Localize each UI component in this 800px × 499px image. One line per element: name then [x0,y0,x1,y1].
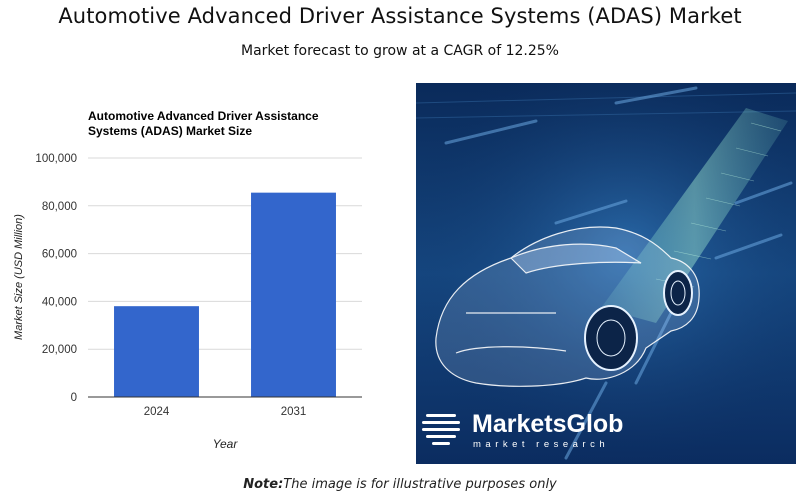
footer-note: Note:The image is for illustrative purpo… [0,477,800,492]
chart-title-line-1: Automotive Advanced Driver Assistance [88,109,319,123]
note-label: Note: [243,477,284,492]
logo-tagline: market research [473,439,609,450]
note-text: The image is for illustrative purposes o… [283,477,557,492]
page-subtitle: Market forecast to grow at a CAGR of 12.… [241,43,559,59]
x-tick-label: 2024 [144,406,170,418]
y-tick-label: 20,000 [42,344,77,356]
chart-title-line-2: Systems (ADAS) Market Size [88,124,252,138]
y-tick-label: 0 [71,392,77,404]
bar-2031 [251,192,336,397]
bar-2024 [114,306,199,397]
y-tick-label: 60,000 [42,249,77,261]
car-hero-image: MarketsGlob market research [416,83,796,464]
y-axis-label: Market Size (USD Million) [13,214,25,340]
marketsglob-logo: MarketsGlob market research [422,410,623,450]
y-tick-label: 80,000 [42,201,77,213]
logo-brand-name: MarketsGlob [472,410,623,438]
x-tick-label: 2031 [281,406,307,418]
bar-chart: Automotive Advanced Driver Assistance Sy… [13,109,362,451]
y-tick-label: 40,000 [42,296,77,308]
page-title: Automotive Advanced Driver Assistance Sy… [58,4,742,28]
x-axis-label: Year [213,437,239,451]
y-tick-label: 100,000 [35,153,77,165]
